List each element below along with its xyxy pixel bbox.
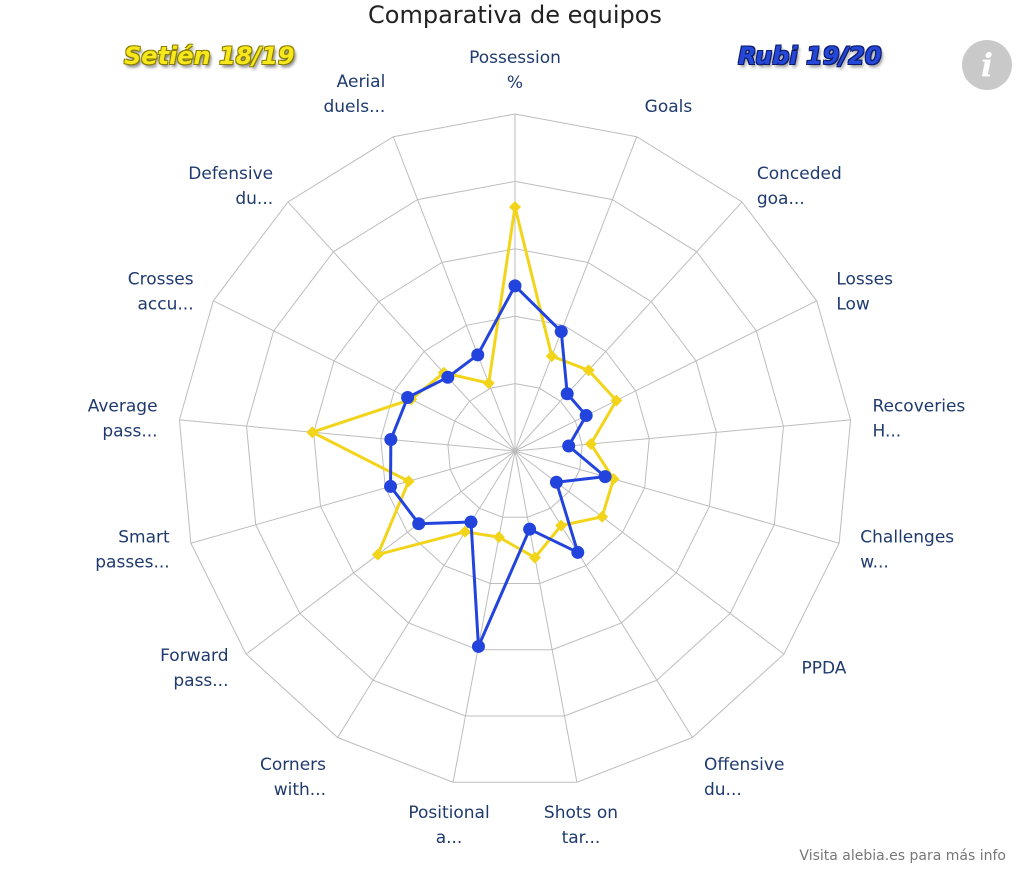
axis-label-6-line-2: w... (860, 553, 889, 573)
axis-label-10-line-2: a... (436, 828, 463, 848)
axis-label-1-line-2: % (507, 73, 523, 93)
axis-label-16-line-2: du... (235, 189, 273, 209)
grid-spoke-13 (190, 450, 516, 544)
axis-label-8-line-1: Offensive (704, 755, 784, 775)
footer-note: Visita alebia.es para más info (799, 848, 1006, 864)
series-2-point-15 (401, 391, 415, 405)
series-1-point-10 (492, 531, 505, 544)
axis-label-5-line-2: H... (872, 421, 901, 441)
axis-label-2-line-1: Goals (645, 97, 693, 117)
axis-label-4-line-2: Low (836, 294, 870, 314)
grid-spoke-16 (287, 201, 516, 452)
grid-spoke-6 (514, 450, 840, 544)
grid-spoke-2 (514, 136, 638, 452)
axis-label-5-line-1: Recoveries (872, 396, 965, 416)
axis-label-7-line-1: PPDA (801, 658, 846, 678)
series-line-1 (310, 205, 618, 560)
series-2-point-17 (471, 348, 485, 362)
grid-spoke-3 (514, 201, 743, 452)
series-1-point-12 (371, 548, 384, 561)
axis-label-11-line-2: with... (274, 780, 326, 800)
series-2-point-2 (554, 325, 568, 339)
series-2-point-4 (579, 409, 593, 423)
series-1-point-14 (306, 426, 319, 439)
grid-spoke-17 (392, 136, 516, 452)
axis-label-17-line-2: duels... (323, 97, 385, 117)
series-2-point-16 (441, 370, 455, 384)
axis-label-3-line-1: Conceded (757, 164, 842, 184)
grid-ring-2 (380, 315, 650, 585)
axis-label-9-line-1: Shots on (544, 803, 618, 823)
series-1-point-1 (509, 201, 521, 214)
axis-label-9-line-2: tar... (562, 828, 601, 848)
axis-label-10-line-1: Positional (408, 803, 489, 823)
series-1-point-17 (482, 377, 495, 390)
axis-labels: Possession% Goals Conceded goa... Losses Low R… (88, 48, 966, 848)
info-icon[interactable]: i (962, 40, 1012, 90)
series-2-point-8 (571, 545, 585, 559)
series-2-point-6 (598, 470, 612, 484)
axis-label-12-line-1: Forward (160, 646, 228, 666)
axis-label-15-line-2: accu... (138, 294, 194, 314)
series-1-point-13 (402, 475, 415, 488)
axis-label-4-line-1: Losses (836, 269, 893, 289)
grid-spoke-4 (514, 300, 817, 452)
grid-ring-3 (313, 248, 717, 651)
series-line-2 (389, 284, 607, 648)
legend-series-rubi: Rubi 19/20 (738, 42, 882, 70)
axis-label-17-line-1: Aerial (337, 72, 386, 92)
grid-ring-5 (178, 113, 852, 783)
series-2-point-11 (464, 515, 478, 529)
series-1-point-5 (584, 437, 597, 450)
axis-label-1-line-1: Possession (469, 48, 561, 68)
grid-ring-4 (246, 180, 784, 717)
legend-series-setien: Setién 18/19 (124, 42, 295, 70)
grid-spoke-14 (179, 419, 516, 452)
series-2-point-13 (384, 479, 398, 493)
series-2-point-10 (471, 639, 485, 653)
axis-label-11-line-1: Corners (260, 755, 326, 775)
series-1-point-2 (545, 350, 558, 363)
series-1-point-3 (582, 364, 595, 377)
series-1-point-7 (596, 510, 609, 523)
chart-title: Comparativa de equipos (368, 1, 662, 29)
axis-label-8-line-2: du... (704, 780, 742, 800)
axis-label-16-line-1: Defensive (188, 164, 273, 184)
series-1-point-9 (528, 551, 541, 564)
axis-label-12-line-2: pass... (173, 671, 228, 691)
series-2-point-9 (523, 522, 537, 536)
axis-label-13-line-2: passes... (95, 553, 169, 573)
series-2-point-7 (549, 475, 563, 489)
axis-label-3-line-2: goa... (757, 189, 805, 209)
series-2-point-12 (412, 517, 426, 531)
series-2-point-3 (560, 387, 574, 401)
axis-label-15-line-1: Crosses (128, 269, 194, 289)
axis-label-13-line-1: Smart (118, 528, 170, 548)
grid-spoke-15 (213, 300, 516, 452)
series-1-point-11 (458, 525, 471, 538)
axis-label-6-line-1: Challenges (860, 528, 954, 548)
series-1-point-4 (610, 394, 623, 407)
series-2-point-14 (384, 432, 398, 446)
grid-spoke-8 (514, 450, 693, 738)
series-2-point-1 (508, 279, 522, 293)
grid-ring-1 (447, 383, 583, 518)
series-1-point-8 (555, 519, 568, 532)
radar-series (306, 201, 623, 653)
series-2-point-5 (562, 439, 576, 453)
grid-spoke-10 (452, 450, 516, 783)
axis-label-14-line-2: pass... (102, 421, 157, 441)
grid-spoke-11 (337, 450, 516, 738)
axis-label-14-line-1: Average (88, 396, 158, 416)
grid-spoke-9 (514, 450, 578, 783)
